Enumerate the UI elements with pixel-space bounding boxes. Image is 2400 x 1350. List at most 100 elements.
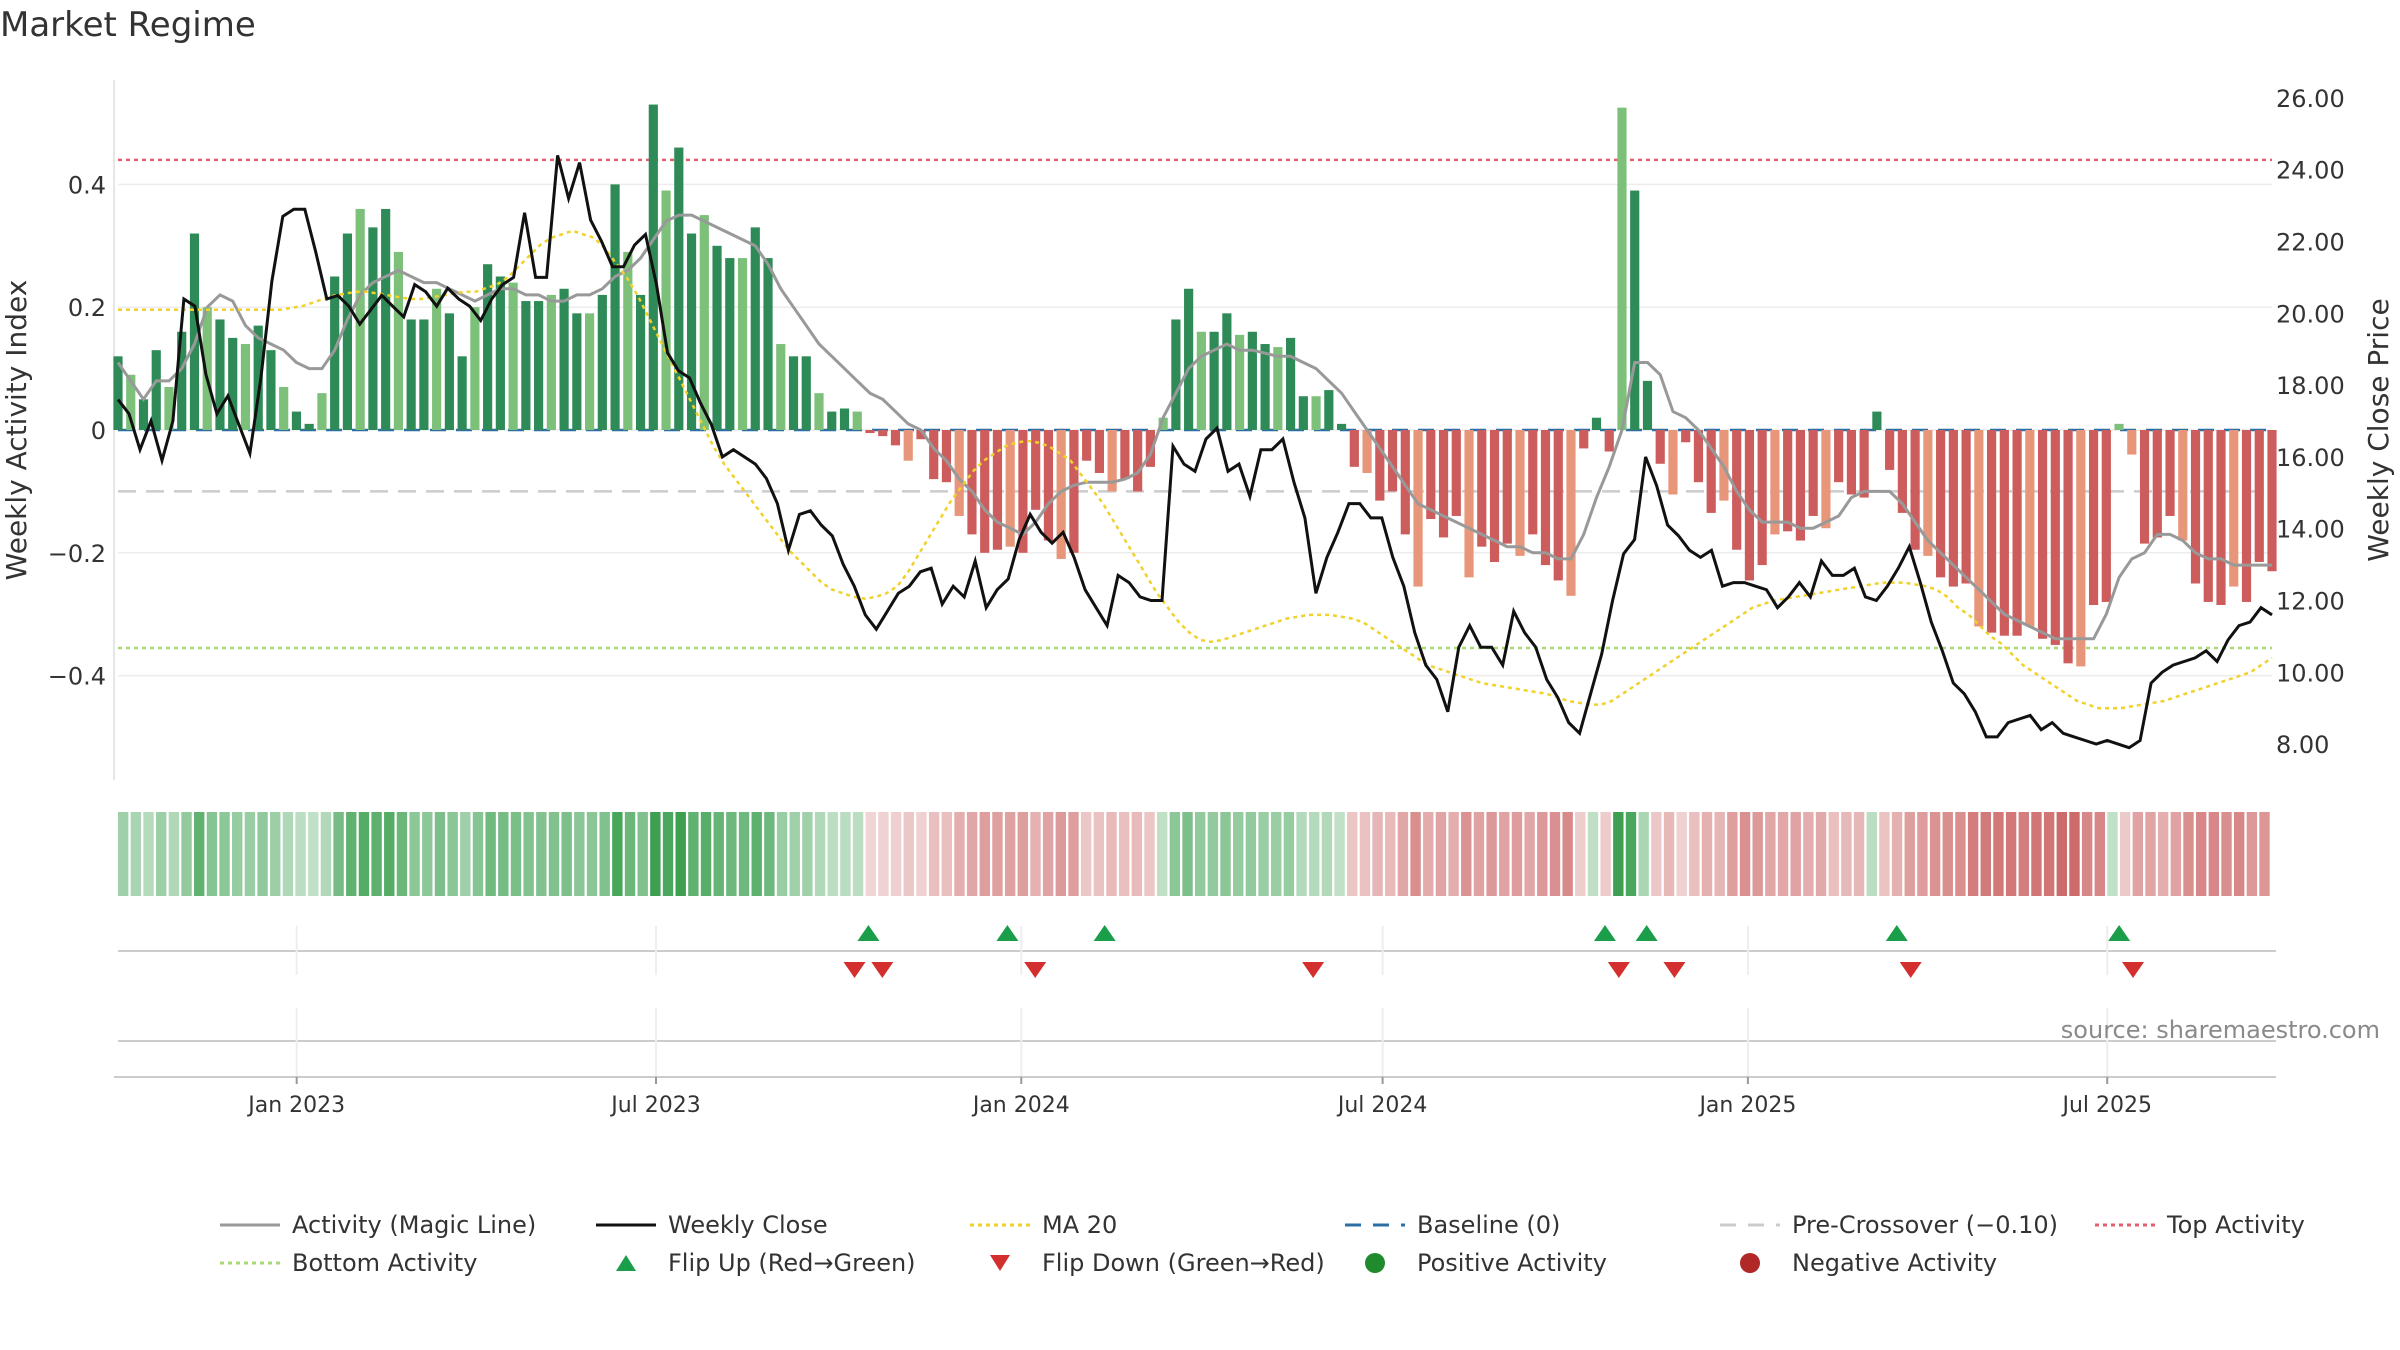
regime-cell [1004, 812, 1016, 896]
activity-bar [2254, 430, 2264, 563]
regime-cell [954, 812, 965, 896]
regime-cell [1663, 812, 1675, 896]
x-tick-label: Jan 2025 [1697, 1093, 1796, 1118]
regime-cell [1233, 812, 1244, 896]
activity-bar [1158, 417, 1168, 430]
regime-cell [662, 812, 674, 896]
legend-swatch [1740, 1253, 1760, 1273]
regime-cell [2132, 812, 2144, 896]
flip-down-marker [1899, 962, 1922, 978]
regime-cell [1055, 812, 1067, 896]
activity-bar [1859, 430, 1869, 498]
regime-cell [1613, 812, 1624, 896]
activity-bar [827, 411, 837, 430]
flip-down-marker [1663, 962, 1686, 978]
regime-cell [257, 812, 268, 896]
regime-cell [1448, 812, 1459, 896]
legend-item: Weekly Close [596, 1211, 828, 1239]
legend-item: Top Activity [2095, 1211, 2305, 1239]
regime-cell [282, 812, 294, 896]
legend-label: Flip Up (Red→Green) [668, 1249, 916, 1277]
activity-bar [2139, 430, 2150, 544]
regime-cell [2145, 812, 2156, 896]
activity-bar [164, 387, 174, 430]
activity-bar [1222, 313, 1232, 430]
regime-cell [371, 812, 382, 896]
regime-cell [1473, 812, 1485, 896]
legend-item: Pre-Crossover (−0.10) [1720, 1211, 2058, 1239]
regime-cell [2157, 812, 2169, 896]
activity-bar [495, 276, 505, 430]
activity-bar [2101, 430, 2111, 602]
regime-cell [612, 812, 623, 896]
regime-cell [1980, 812, 1991, 896]
legend-swatch [1365, 1253, 1385, 1273]
activity-bar [1502, 430, 1512, 544]
regime-cell [1486, 812, 1497, 896]
regime-cell [1803, 812, 1814, 896]
activity-bar [1693, 430, 1704, 483]
legend-item: Negative Activity [1740, 1249, 1997, 1277]
activity-bar [1286, 337, 1296, 430]
regime-cell [1955, 812, 1966, 896]
regime-cell [358, 812, 370, 896]
regime-cell [637, 812, 648, 896]
regime-cell [979, 812, 990, 896]
regime-cell [1461, 812, 1472, 896]
activity-bar [1438, 430, 1449, 538]
activity-bar [686, 233, 697, 430]
activity-bar [865, 430, 875, 434]
activity-bar [903, 430, 913, 461]
x-tick-label: Jul 2025 [2060, 1093, 2152, 1118]
regime-cell [320, 812, 332, 896]
activity-bar [1145, 430, 1155, 467]
activity-bar [1375, 430, 1385, 501]
activity-bar [1196, 331, 1206, 430]
regime-cell [118, 812, 129, 896]
regime-cell [422, 812, 433, 896]
activity-bar [1999, 430, 2009, 636]
regime-cell [1118, 812, 1130, 896]
activity-bar [1897, 430, 1907, 513]
legend-item: Baseline (0) [1345, 1211, 1560, 1239]
y-left-tick-label: −0.2 [48, 540, 106, 568]
activity-bar [317, 393, 327, 430]
regime-cell [802, 812, 813, 896]
regime-cell [1676, 812, 1687, 896]
regime-cell [2170, 812, 2182, 896]
regime-cell [1904, 812, 1915, 896]
activity-bar [291, 411, 302, 430]
activity-bar [1885, 430, 1895, 470]
y-right-tick-label: 18.00 [2276, 372, 2345, 400]
y-right-tick-label: 26.00 [2276, 85, 2345, 113]
regime-cell [181, 812, 192, 896]
activity-bar [941, 430, 952, 483]
activity-bar [1464, 430, 1474, 578]
legend-label: Top Activity [2166, 1211, 2305, 1239]
y-right-tick-label: 20.00 [2276, 300, 2345, 328]
regime-cell [1144, 812, 1155, 896]
regime-cell [1562, 812, 1573, 896]
regime-cell [2208, 812, 2220, 896]
regime-cell [916, 812, 927, 896]
activity-bar [189, 233, 200, 430]
activity-bar [1744, 430, 1755, 581]
regime-cell [1207, 812, 1219, 896]
regime-cell [1853, 812, 1865, 896]
flip-up-marker [1885, 925, 1908, 941]
regime-cell [1334, 812, 1345, 896]
regime-cell [2031, 812, 2042, 896]
activity-bar [1349, 430, 1359, 467]
flip-down-marker [1607, 962, 1630, 978]
activity-bar [2190, 430, 2201, 584]
flip-down-marker [2122, 962, 2145, 978]
regime-cell [1410, 812, 1421, 896]
activity-bar [980, 430, 990, 553]
regime-cell [270, 812, 281, 896]
activity-bar [1082, 430, 1092, 461]
activity-bar [839, 408, 850, 430]
regime-cell [1942, 812, 1953, 896]
legend-label: Weekly Close [668, 1211, 828, 1239]
regime-cell [2246, 812, 2258, 896]
